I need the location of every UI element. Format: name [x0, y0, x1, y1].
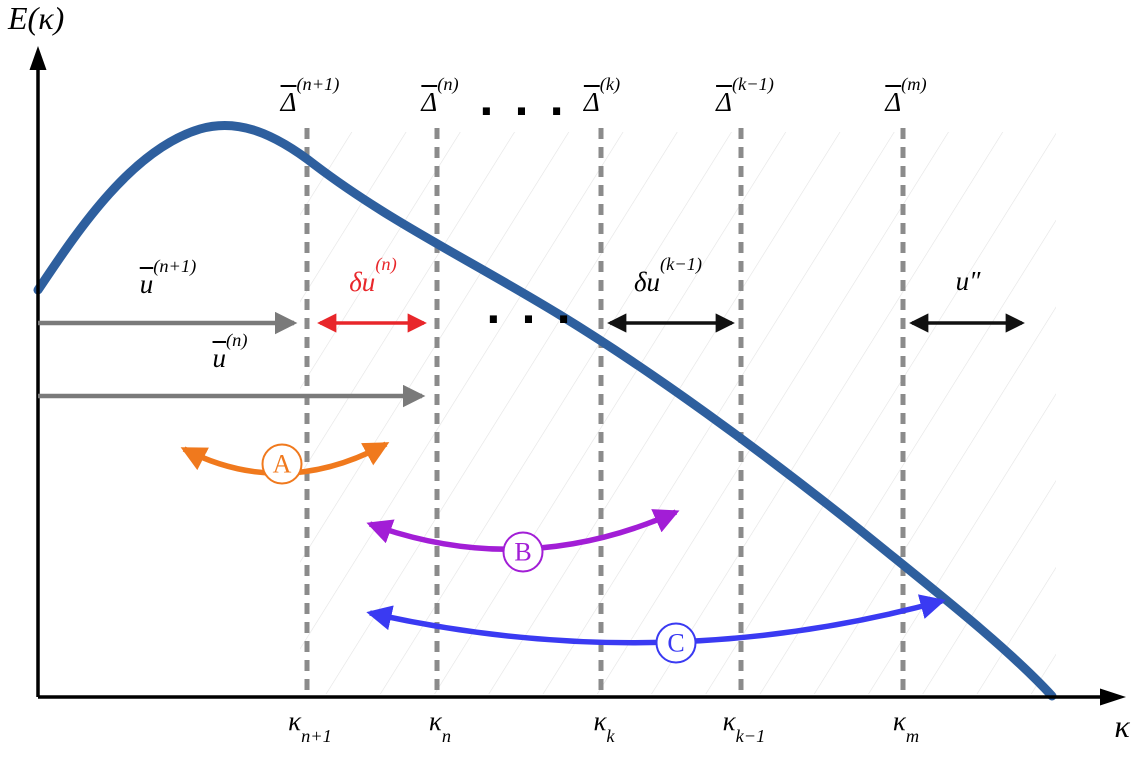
wavenumber-index: k: [606, 725, 615, 746]
delta-bar: Δ: [885, 87, 902, 117]
wavenumber-label-m: κm: [892, 706, 919, 746]
wavenumber-index: m: [905, 725, 920, 746]
cascade-badge-letter: B: [514, 537, 532, 566]
unresolved-velocity-label: u″: [955, 266, 981, 296]
velocity-exponent: (n): [375, 253, 397, 274]
cascade-badge-letter: A: [272, 449, 292, 478]
u-bar: u: [139, 269, 154, 299]
kappa: κ: [892, 706, 906, 736]
delta-bar: Δ: [583, 87, 600, 117]
energy-spectrum-curve: [33, 120, 1057, 701]
u-bar: u: [212, 343, 227, 373]
velocity-exponent: (n): [226, 329, 248, 350]
velocity-exponent: (k−1): [660, 253, 703, 274]
subfilter-velocity-label-n: δu(n): [349, 254, 396, 297]
filter-width-exponent: (n): [437, 73, 459, 94]
wavenumber-label-n1: κn+1: [288, 706, 332, 746]
wavenumber-index: n: [441, 725, 452, 746]
wavenumber-label-n: κn: [428, 706, 451, 746]
delta-u: δu: [633, 267, 661, 297]
kappa: κ: [593, 706, 607, 736]
filter-width-exponent: (k−1): [731, 73, 774, 94]
hatch-region: [300, 132, 1056, 694]
filter-width-label-k: Δ(k): [583, 74, 620, 117]
filter-width-label-k1: Δ(k−1): [716, 74, 774, 117]
ellipsis-mid: · · ·: [485, 297, 575, 343]
velocity-exponent: (n+1): [153, 255, 197, 276]
resolved-velocity-label-n1: u(n+1): [139, 256, 196, 299]
filter-width-exponent: (n+1): [296, 73, 340, 94]
y-axis-arrowhead: [29, 46, 47, 70]
x-axis-label: κ: [1114, 708, 1130, 744]
resolved-velocity-label-n: u(n): [212, 330, 248, 373]
subfilter-velocity-label-k1: δu(k−1): [633, 254, 702, 297]
kappa: κ: [722, 706, 736, 736]
delta-u: δu: [349, 267, 376, 297]
wavenumber-index: k−1: [735, 725, 766, 746]
wavenumber-label-k1: κk−1: [722, 706, 766, 746]
delta-bar: Δ: [421, 87, 438, 117]
cascade-badge-a: A: [261, 443, 303, 485]
cascade-badge-c: C: [655, 622, 697, 664]
wavenumber-label-k: κk: [593, 706, 614, 746]
ellipsis-top: · · ·: [478, 89, 568, 135]
y-axis-label: E(κ): [8, 0, 65, 36]
filter-width-label-n1: Δ(n+1): [280, 74, 340, 117]
wavenumber-index: n+1: [301, 725, 332, 746]
filter-width-label-n: Δ(n): [421, 74, 458, 117]
delta-bar: Δ: [716, 87, 732, 117]
filter-width-label-m: Δ(m): [885, 74, 926, 117]
cascade-badge-letter: C: [667, 628, 685, 657]
filter-width-exponent: (m): [901, 73, 927, 94]
x-axis-arrowhead: [1100, 688, 1126, 706]
kappa: κ: [428, 706, 442, 736]
delta-bar: Δ: [280, 87, 297, 117]
cascade-badge-b: B: [502, 531, 544, 573]
kappa: κ: [288, 706, 302, 736]
filter-width-exponent: (k): [599, 73, 621, 94]
